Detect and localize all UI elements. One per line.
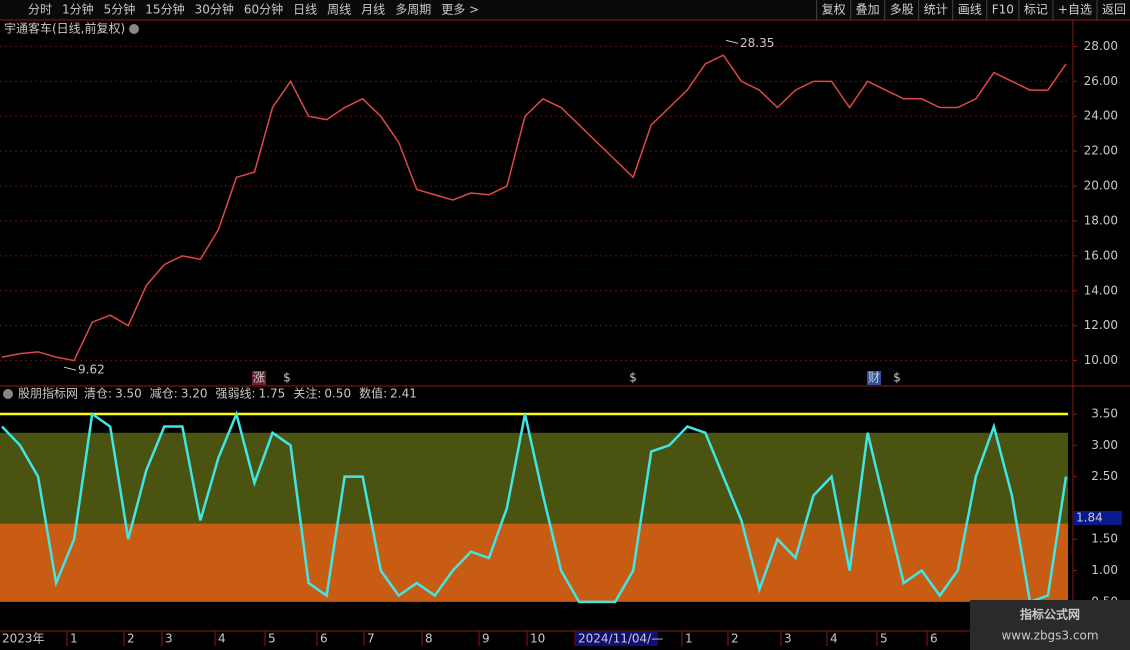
toolbar (0, 0, 1130, 20)
marker-box (867, 371, 881, 385)
x-tick-label: 1 (685, 632, 693, 646)
level-value: 3.20 (181, 387, 208, 401)
event-marker: $ (283, 371, 291, 385)
level-name: 关注: (293, 386, 321, 401)
action-button[interactable]: 标记 (1024, 3, 1048, 17)
x-tick-label: 6 (930, 632, 938, 646)
event-marker: 涨 (253, 370, 265, 385)
indicator-title: 股朋指标网 (18, 386, 78, 401)
x-tick-label: 2024/11/04/— (578, 632, 663, 646)
x-tick-label: 2 (731, 632, 739, 646)
y-tick-label: 16.00 (1084, 248, 1118, 262)
y-tick-label: 3.00 (1091, 438, 1118, 452)
y-tick-label: 28.00 (1084, 39, 1118, 53)
action-button[interactable]: 复权 (822, 3, 846, 17)
x-tick-label: 7 (367, 632, 375, 646)
x-tick-label: 4 (830, 632, 838, 646)
title-icon (129, 24, 139, 34)
watermark-box (970, 600, 1130, 650)
action-button[interactable]: +自选 (1058, 3, 1092, 17)
x-tick-label: 2 (127, 632, 135, 646)
y-tick-label: 12.00 (1084, 318, 1118, 332)
level-value: 0.50 (324, 387, 351, 401)
watermark-url: www.zbgs3.com (1001, 629, 1098, 643)
x-tick-label: 3 (784, 632, 792, 646)
y-tick-label: 14.00 (1084, 283, 1118, 297)
period-tab[interactable]: 日线 (293, 3, 317, 17)
period-tab[interactable]: 1分钟 (62, 2, 94, 17)
action-button[interactable]: 画线 (958, 3, 982, 17)
level-value: 2.41 (390, 387, 417, 401)
x-tick-label: 3 (165, 632, 173, 646)
date-highlight (576, 632, 658, 646)
period-tab[interactable]: 多周期 (395, 3, 431, 17)
y-tick-label: 22.00 (1084, 144, 1118, 158)
collapse-icon (3, 389, 13, 399)
y-tick-label: 24.00 (1084, 109, 1118, 123)
low-label: 9.62 (78, 363, 105, 377)
high-pointer (725, 39, 739, 44)
x-tick-label: 5 (880, 632, 888, 646)
action-button[interactable]: 叠加 (856, 3, 880, 17)
action-button[interactable]: 统计 (924, 3, 948, 17)
level-name: 数值: (359, 386, 387, 401)
series-line (1, 410, 1068, 604)
y-tick-label: 1.50 (1091, 532, 1118, 546)
band (0, 523, 1068, 602)
x-tick-label: 4 (218, 632, 226, 646)
x-tick-label: 5 (268, 632, 276, 646)
cursor-box (1074, 510, 1122, 525)
y-tick-label: 26.00 (1084, 74, 1118, 88)
level-value: 3.50 (115, 387, 142, 401)
action-button[interactable]: 多股 (890, 3, 914, 17)
event-marker: 财 (868, 371, 880, 385)
action-button[interactable]: 返回 (1102, 3, 1126, 17)
x-tick-label: 6 (320, 632, 328, 646)
watermark-title: 指标公式网 (1020, 607, 1080, 622)
period-tab[interactable]: 60分钟 (244, 2, 283, 17)
series-line (1, 54, 1067, 362)
x-tick-label: 10 (530, 632, 545, 646)
level-value: 1.75 (259, 387, 286, 401)
event-marker: $ (893, 371, 901, 385)
level-name: 强弱线: (216, 387, 256, 401)
y-tick-label: 2.50 (1091, 469, 1118, 483)
period-tab[interactable]: 30分钟 (195, 2, 234, 17)
level-name: 清仓: (84, 387, 112, 401)
period-tab[interactable]: 分时 (28, 3, 52, 17)
x-tick-label: 8 (425, 632, 433, 646)
x-tick-label: 9 (482, 632, 490, 646)
period-tab[interactable]: 15分钟 (145, 2, 184, 17)
period-tab[interactable]: 周线 (327, 3, 351, 17)
x-tick-label: 2023年 (2, 632, 45, 646)
event-marker: $ (629, 371, 637, 385)
period-tab[interactable]: 5分钟 (104, 2, 136, 17)
marker-box (252, 371, 266, 385)
x-tick-label: 1 (70, 632, 78, 646)
low-pointer (63, 366, 77, 371)
band (0, 432, 1068, 524)
chart-title: 宇通客车(日线,前复权) (4, 21, 125, 36)
y-tick-label: 1.00 (1091, 563, 1118, 577)
cursor-label: 1.84 (1076, 510, 1103, 524)
action-button[interactable]: F10 (992, 3, 1014, 17)
y-tick-label: 20.00 (1084, 179, 1118, 193)
period-tab[interactable]: 月线 (361, 3, 385, 17)
y-tick-label: 3.50 (1091, 407, 1118, 421)
y-tick-label: 10.00 (1084, 353, 1118, 367)
period-tab[interactable]: 更多 > (441, 3, 479, 17)
high-label: 28.35 (740, 36, 774, 50)
level-name: 减仓: (150, 387, 178, 401)
y-tick-label: 18.00 (1084, 213, 1118, 227)
